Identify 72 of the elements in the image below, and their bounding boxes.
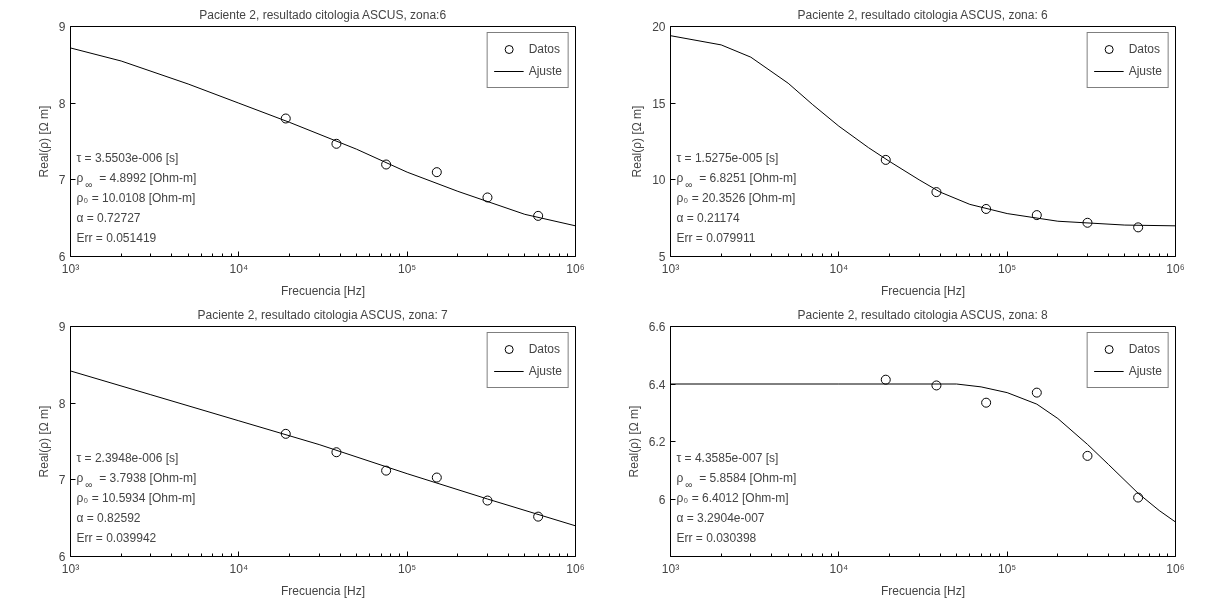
annotation: Err = 0.051419 [76, 230, 157, 245]
annotation: ρ∞ = 5.8584 [Ohm-m] [676, 470, 797, 490]
annotation: τ = 1.5275e-005 [s] [676, 150, 779, 165]
annotation: Err = 0.039942 [76, 530, 157, 545]
y-axis-title: Real(ρ) [Ω m] [630, 105, 645, 178]
annotation: Err = 0.079911 [676, 230, 756, 245]
y-tick-label: 6.2 [648, 435, 666, 449]
x-tick-label: 10⁴ [229, 561, 249, 576]
x-tick-label: 10⁵ [998, 261, 1017, 276]
y-tick-label: 8 [58, 396, 66, 411]
y-axis-title: Real(ρ) [Ω m] [626, 405, 641, 478]
x-tick-label: 10³ [61, 561, 80, 576]
annotation: Err = 0.030398 [676, 530, 757, 545]
annotation: ρ₀ = 10.0108 [Ohm-m] [76, 190, 196, 205]
legend-label: Ajuste [1128, 364, 1162, 378]
y-axis-title: Real(ρ) [Ω m] [36, 105, 51, 178]
y-tick-label: 6.4 [648, 377, 666, 392]
x-axis-title: Frecuencia [Hz] [880, 583, 966, 598]
annotation: α = 3.2904e-007 [676, 510, 765, 525]
legend-label: Datos [528, 342, 560, 356]
y-tick-label: 20 [652, 20, 666, 34]
y-tick-label: 9 [58, 20, 66, 34]
y-tick-label: 5 [658, 250, 666, 264]
x-tick-label: 10⁴ [829, 261, 849, 276]
chart-title: Paciente 2, resultado citologia ASCUS, zona: 7 [197, 307, 449, 322]
x-tick-label: 10⁶ [1166, 561, 1185, 576]
x-tick-label: 10³ [661, 261, 680, 276]
y-tick-label: 7 [58, 473, 66, 488]
x-tick-label: 10⁵ [398, 561, 417, 576]
y-tick-label: 6 [58, 550, 66, 564]
annotation: ρ∞ = 3.7938 [Ohm-m] [76, 470, 197, 490]
x-tick-label: 10⁶ [566, 261, 585, 276]
chart-title: Paciente 2, resultado citologia ASCUS, zona:6 [199, 7, 447, 22]
y-tick-label: 15 [652, 96, 666, 111]
x-tick-label: 10⁵ [398, 261, 417, 276]
legend-label: Datos [1128, 342, 1160, 356]
annotation: ρ∞ = 4.8992 [Ohm-m] [76, 170, 197, 190]
chart-title: Paciente 2, resultado citologia ASCUS, zona: 6 [797, 7, 1049, 22]
x-tick-label: 10⁵ [998, 561, 1017, 576]
legend-label: Ajuste [528, 364, 562, 378]
y-tick-label: 6.6 [648, 320, 666, 334]
y-tick-label: 10 [652, 173, 666, 188]
annotation: α = 0.21174 [676, 210, 740, 225]
annotation: α = 0.82592 [76, 510, 141, 525]
annotation: ρ∞ = 6.8251 [Ohm-m] [676, 170, 797, 190]
x-tick-label: 10³ [61, 261, 80, 276]
x-tick-label: 10⁴ [229, 261, 249, 276]
y-tick-label: 7 [58, 173, 66, 188]
x-axis-title: Frecuencia [Hz] [280, 583, 366, 598]
y-tick-label: 8 [58, 96, 66, 111]
legend-label: Datos [528, 42, 560, 56]
x-axis-title: Frecuencia [Hz] [280, 283, 366, 298]
y-tick-label: 9 [58, 320, 66, 334]
legend-label: Datos [1128, 42, 1160, 56]
x-axis-title: Frecuencia [Hz] [880, 283, 966, 298]
chart-title: Paciente 2, resultado citologia ASCUS, zona: 8 [797, 307, 1049, 322]
annotation: α = 0.72727 [76, 210, 141, 225]
x-tick-label: 10⁶ [1166, 261, 1185, 276]
annotation: ρ₀ = 20.3526 [Ohm-m] [676, 190, 796, 205]
y-tick-label: 6 [58, 250, 66, 264]
x-tick-label: 10³ [661, 561, 680, 576]
annotation: τ = 3.5503e-006 [s] [76, 150, 179, 165]
annotation: τ = 4.3585e-007 [s] [676, 450, 779, 465]
annotation: τ = 2.3948e-006 [s] [76, 450, 179, 465]
y-tick-label: 6 [658, 492, 666, 507]
annotation: ρ₀ = 6.4012 [Ohm-m] [676, 490, 789, 505]
legend-label: Ajuste [528, 64, 562, 78]
x-tick-label: 10⁴ [829, 561, 849, 576]
legend-label: Ajuste [1128, 64, 1162, 78]
annotation: ρ₀ = 10.5934 [Ohm-m] [76, 490, 196, 505]
x-tick-label: 10⁶ [566, 561, 585, 576]
y-axis-title: Real(ρ) [Ω m] [36, 405, 51, 478]
